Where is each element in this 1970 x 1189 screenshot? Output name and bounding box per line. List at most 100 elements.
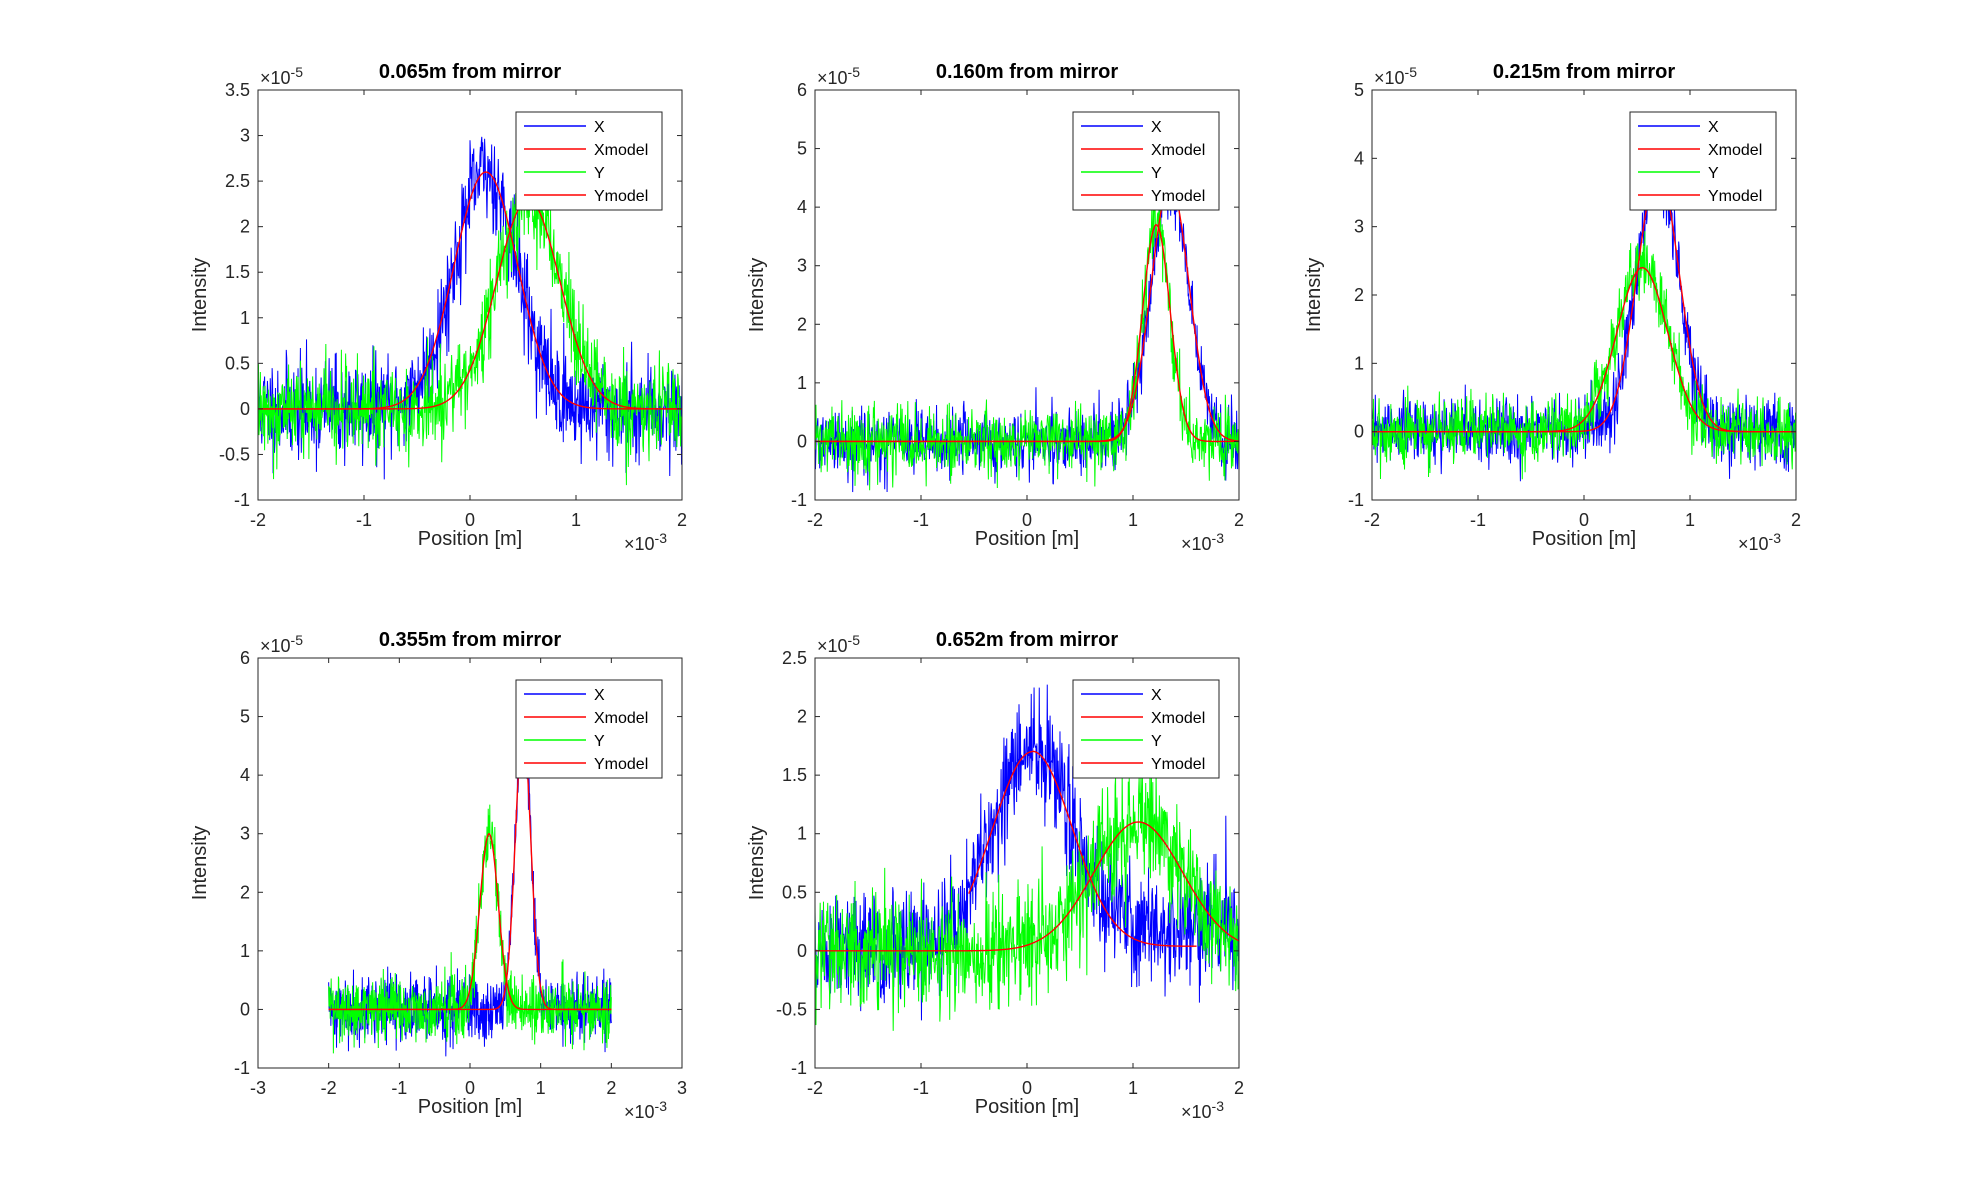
x-tick-label: -1 xyxy=(913,510,929,530)
y-tick-label: 3.5 xyxy=(225,80,250,100)
data-area xyxy=(258,136,682,486)
legend-label-x: X xyxy=(1708,119,1719,136)
y-tick-label: 6 xyxy=(797,80,807,100)
series-ymodel-line xyxy=(1372,266,1796,433)
y-tick-label: 2.5 xyxy=(225,171,250,191)
legend: X Xmodel Y Ymodel xyxy=(515,679,663,779)
x-exponent-label: ×10-3 xyxy=(1181,530,1224,554)
legend-label-y: Y xyxy=(594,733,605,750)
y-tick-label: 1.5 xyxy=(782,765,807,785)
legend-box xyxy=(1629,111,1777,211)
x-axis-label: Position [m] xyxy=(418,1096,522,1118)
y-tick-label: 1.5 xyxy=(225,262,250,282)
y-axis-label: Intensity xyxy=(1303,258,1325,332)
series-y-line xyxy=(815,200,1239,491)
y-exponent-label: ×10-5 xyxy=(817,64,860,88)
x-tick-label: -3 xyxy=(250,1078,266,1098)
data-area xyxy=(815,684,1239,1031)
x-tick-label: 1 xyxy=(1128,1078,1138,1098)
x-tick-label: 2 xyxy=(677,510,687,530)
x-axis-label: Position [m] xyxy=(975,528,1079,550)
x-tick-label: 1 xyxy=(1685,510,1695,530)
x-tick-label: 0 xyxy=(1022,510,1032,530)
y-tick-label: 0.5 xyxy=(782,882,807,902)
x-tick-label: 3 xyxy=(677,1078,687,1098)
y-tick-label: -0.5 xyxy=(776,999,807,1019)
y-tick-label: 1 xyxy=(1354,353,1364,373)
x-exponent-label: ×10-3 xyxy=(1738,530,1781,554)
subplot-4: -3 -2 -1 0 1 2 3 -1 0 1 2 3 4 5 6 ×10-5 ×10-3 0.355m from… xyxy=(189,629,687,1122)
y-tick-label: 1 xyxy=(797,373,807,393)
legend-label-ymodel: Ymodel xyxy=(1151,756,1205,773)
y-exponent-label: ×10-5 xyxy=(260,632,303,656)
legend-label-y: Y xyxy=(594,165,605,182)
chart-title: 0.215m from mirror xyxy=(1493,61,1676,83)
x-exponent-label: ×10-3 xyxy=(624,530,667,554)
x-tick-label: -1 xyxy=(391,1078,407,1098)
legend: X Xmodel Y Ymodel xyxy=(1072,111,1220,211)
y-tick-label: 2 xyxy=(797,707,807,727)
series-ymodel-line xyxy=(258,198,682,410)
y-tick-label: -1 xyxy=(791,1058,807,1078)
y-tick-label: -1 xyxy=(234,490,250,510)
y-exponent-label: ×10-5 xyxy=(1374,64,1417,88)
y-exponent-label: ×10-5 xyxy=(817,632,860,656)
y-tick-label: 0 xyxy=(240,999,250,1019)
chart-title: 0.065m from mirror xyxy=(379,61,562,83)
series-ymodel-line xyxy=(815,821,1239,952)
x-tick-label: 0 xyxy=(465,1078,475,1098)
x-tick-label: 2 xyxy=(1234,1078,1244,1098)
legend-label-x: X xyxy=(1151,119,1162,136)
y-tick-label: 2 xyxy=(240,217,250,237)
y-axis-label: Intensity xyxy=(189,258,211,332)
chart-title: 0.652m from mirror xyxy=(936,629,1119,651)
x-tick-label: 0 xyxy=(1022,1078,1032,1098)
y-tick-label: 5 xyxy=(1354,80,1364,100)
x-axis-label: Position [m] xyxy=(1532,528,1636,550)
legend-label-xmodel: Xmodel xyxy=(1708,142,1762,159)
y-tick-label: 3 xyxy=(797,256,807,276)
y-tick-label: 2 xyxy=(797,314,807,334)
x-tick-label: -2 xyxy=(250,510,266,530)
series-y-line xyxy=(815,765,1239,1031)
x-tick-label: 1 xyxy=(536,1078,546,1098)
y-tick-label: -1 xyxy=(1348,490,1364,510)
y-tick-label: 1 xyxy=(240,308,250,328)
y-tick-label: -0.5 xyxy=(219,444,250,464)
subplot-5: -2 -1 0 1 2-1-0.500.511.522.5×10-5×10-30.652… xyxy=(746,629,1244,1122)
x-tick-label: -2 xyxy=(807,1078,823,1098)
legend-label-xmodel: Xmodel xyxy=(594,710,648,727)
y-tick-label: 3 xyxy=(240,824,250,844)
x-tick-label: -1 xyxy=(1470,510,1486,530)
legend: X Xmodel Y Ymodel xyxy=(1629,111,1777,211)
y-tick-label: 2.5 xyxy=(782,648,807,668)
series-ymodel-line xyxy=(815,224,1239,443)
y-tick-label: 4 xyxy=(797,197,807,217)
x-tick-label: -2 xyxy=(807,510,823,530)
y-exponent-label: ×10-5 xyxy=(260,64,303,88)
legend-label-xmodel: Xmodel xyxy=(1151,710,1205,727)
y-axis-label: Intensity xyxy=(746,258,768,332)
y-tick-label: 1 xyxy=(797,824,807,844)
legend-label-xmodel: Xmodel xyxy=(1151,142,1205,159)
legend-box xyxy=(1072,679,1220,779)
x-tick-label: 2 xyxy=(1234,510,1244,530)
legend-label-y: Y xyxy=(1708,165,1719,182)
legend-label-y: Y xyxy=(1151,165,1162,182)
y-tick-label: 1 xyxy=(240,941,250,961)
y-tick-label: 2 xyxy=(240,882,250,902)
legend: X Xmodel Y Ymodel xyxy=(1072,679,1220,779)
y-tick-label: 4 xyxy=(240,765,250,785)
y-tick-label: 0 xyxy=(1354,422,1364,442)
y-tick-label: 2 xyxy=(1354,285,1364,305)
x-tick-label: 0 xyxy=(465,510,475,530)
y-tick-label: 0 xyxy=(797,431,807,451)
legend-box xyxy=(515,111,663,211)
data-area xyxy=(328,701,612,1057)
legend-label-ymodel: Ymodel xyxy=(594,188,648,205)
data-area xyxy=(1372,145,1796,482)
x-exponent-label: ×10-3 xyxy=(624,1098,667,1122)
legend-label-y: Y xyxy=(1151,733,1162,750)
